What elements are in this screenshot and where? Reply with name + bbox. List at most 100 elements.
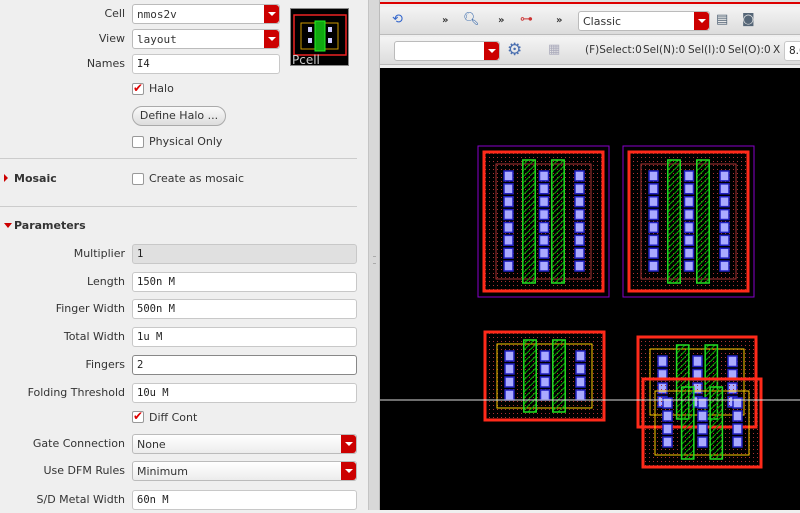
contact — [538, 221, 550, 234]
implant-outline — [640, 163, 737, 280]
contact — [574, 260, 585, 272]
toolbar-overflow-button[interactable]: » — [442, 15, 449, 26]
contact — [683, 183, 695, 195]
gear-icon[interactable]: ⚙ — [507, 40, 523, 60]
selo-count: Sel(O):0 — [728, 44, 771, 56]
parameters-section-title[interactable]: Parameters — [14, 219, 86, 232]
chevron-down-icon[interactable] — [341, 462, 356, 480]
contact — [503, 247, 514, 259]
contact — [662, 436, 673, 448]
names-label: Names — [86, 57, 125, 70]
implant-outline — [495, 163, 592, 280]
dfm-rules-label: Use DFM Rules — [43, 464, 125, 477]
names-input[interactable]: I4 — [132, 54, 280, 74]
contact — [503, 234, 514, 246]
layout-drawing[interactable] — [380, 68, 800, 510]
contact — [503, 183, 514, 195]
contact — [697, 397, 708, 409]
well-outline — [483, 330, 606, 422]
pcell-thumbnail — [293, 14, 347, 56]
collapse-arrow-icon[interactable] — [4, 223, 12, 228]
save-workspace-icon[interactable]: ▤ — [716, 12, 729, 27]
toolbar-overflow-button[interactable]: » — [556, 15, 563, 26]
toolbar-row-2: ⚙ ▦ (F)Select:0 Sel(N):0 Sel(I):0 Sel(O)… — [380, 37, 800, 65]
poly-gate — [551, 159, 565, 284]
finger-width-label: Finger Width — [55, 302, 125, 315]
view-combo[interactable]: layout — [132, 29, 280, 49]
implant-outline — [654, 390, 750, 456]
cell-label: Cell — [104, 7, 125, 20]
contact — [504, 363, 515, 375]
define-halo-button[interactable]: Define Halo ... — [132, 106, 226, 126]
contact — [504, 376, 515, 388]
layout-canvas[interactable] — [380, 68, 800, 510]
view-label: View — [98, 32, 125, 45]
multiplier-input: 1 — [132, 244, 357, 264]
contact — [574, 208, 585, 221]
create-mosaic-label: Create as mosaic — [149, 172, 245, 185]
sd-metal-width-input[interactable]: 60n M — [132, 490, 357, 510]
contact — [683, 234, 695, 246]
toolbar-row-1: ⟲ » 🔍︎ » ⊶ » Classic ▤ ◙ — [380, 7, 800, 35]
toolbar-overflow-button[interactable]: » — [498, 15, 505, 26]
dfm-rules-value: Minimum — [137, 465, 188, 478]
contact — [538, 260, 550, 272]
physical-only-checkbox[interactable] — [132, 136, 144, 148]
contact — [503, 260, 514, 272]
contact — [683, 208, 695, 221]
contact — [727, 355, 738, 368]
contact — [662, 410, 673, 422]
contact — [575, 376, 586, 388]
create-mosaic-checkbox[interactable] — [132, 173, 144, 185]
seln-count: Sel(N):0 — [643, 44, 686, 56]
contact — [575, 389, 586, 401]
workspace-combo[interactable]: Classic — [578, 11, 710, 31]
multiplier-label: Multiplier — [73, 247, 125, 260]
mosaic-section-title[interactable]: Mosaic — [14, 172, 57, 185]
chevron-down-icon[interactable] — [341, 435, 356, 453]
poly-gate — [709, 386, 724, 460]
contact — [574, 221, 585, 234]
contact — [539, 350, 551, 362]
expand-arrow-icon[interactable] — [4, 174, 8, 182]
chevron-down-icon[interactable] — [264, 5, 279, 23]
gate-connection-value: None — [137, 438, 166, 451]
diff-cont-checkbox[interactable] — [132, 409, 144, 423]
total-width-input[interactable]: 1u M — [132, 327, 357, 347]
fingers-input[interactable]: 2 — [132, 355, 357, 375]
pr-boundary — [622, 145, 755, 298]
fselect-count: (F)Select:0 — [585, 44, 642, 56]
contact — [697, 436, 708, 448]
contact — [697, 423, 708, 435]
chevron-down-icon[interactable] — [264, 30, 279, 48]
contact — [539, 389, 551, 401]
grid-options-icon[interactable]: ▦ — [548, 42, 561, 57]
filter-combo[interactable] — [394, 41, 500, 61]
x-coord-input[interactable]: 8.6 — [784, 41, 800, 61]
halo-checkbox[interactable] — [132, 81, 144, 95]
delete-workspace-icon[interactable]: ◙ — [742, 12, 755, 27]
splitter-handle[interactable] — [368, 0, 380, 510]
finger-width-input[interactable]: 500n M — [132, 299, 357, 319]
zoom-icon[interactable]: 🔍︎ — [463, 12, 480, 27]
dfm-rules-combo[interactable]: Minimum — [132, 461, 357, 481]
contact — [719, 170, 730, 182]
cell-combo[interactable]: nmos2v — [132, 4, 280, 24]
contact — [574, 183, 585, 195]
layout-editor: ⟲ » 🔍︎ » ⊶ » Classic ▤ ◙ ⚙ ▦ (F)Select:0… — [380, 0, 800, 510]
poly-gate — [522, 159, 536, 284]
contact — [574, 170, 585, 182]
chevron-down-icon[interactable] — [694, 12, 709, 30]
create-instance-icon[interactable]: ⊶ — [520, 12, 533, 27]
folding-threshold-label: Folding Threshold — [27, 386, 125, 399]
gate-connection-label: Gate Connection — [32, 437, 125, 450]
contact — [732, 410, 743, 422]
folding-threshold-input[interactable]: 10u M — [132, 383, 357, 403]
contact — [503, 208, 514, 221]
contact — [719, 221, 730, 234]
gate-connection-combo[interactable]: None — [132, 434, 357, 454]
chevron-down-icon[interactable] — [484, 42, 499, 60]
contact — [648, 234, 659, 246]
undo-icon[interactable]: ⟲ — [392, 12, 403, 27]
length-input[interactable]: 150n M — [132, 272, 357, 292]
